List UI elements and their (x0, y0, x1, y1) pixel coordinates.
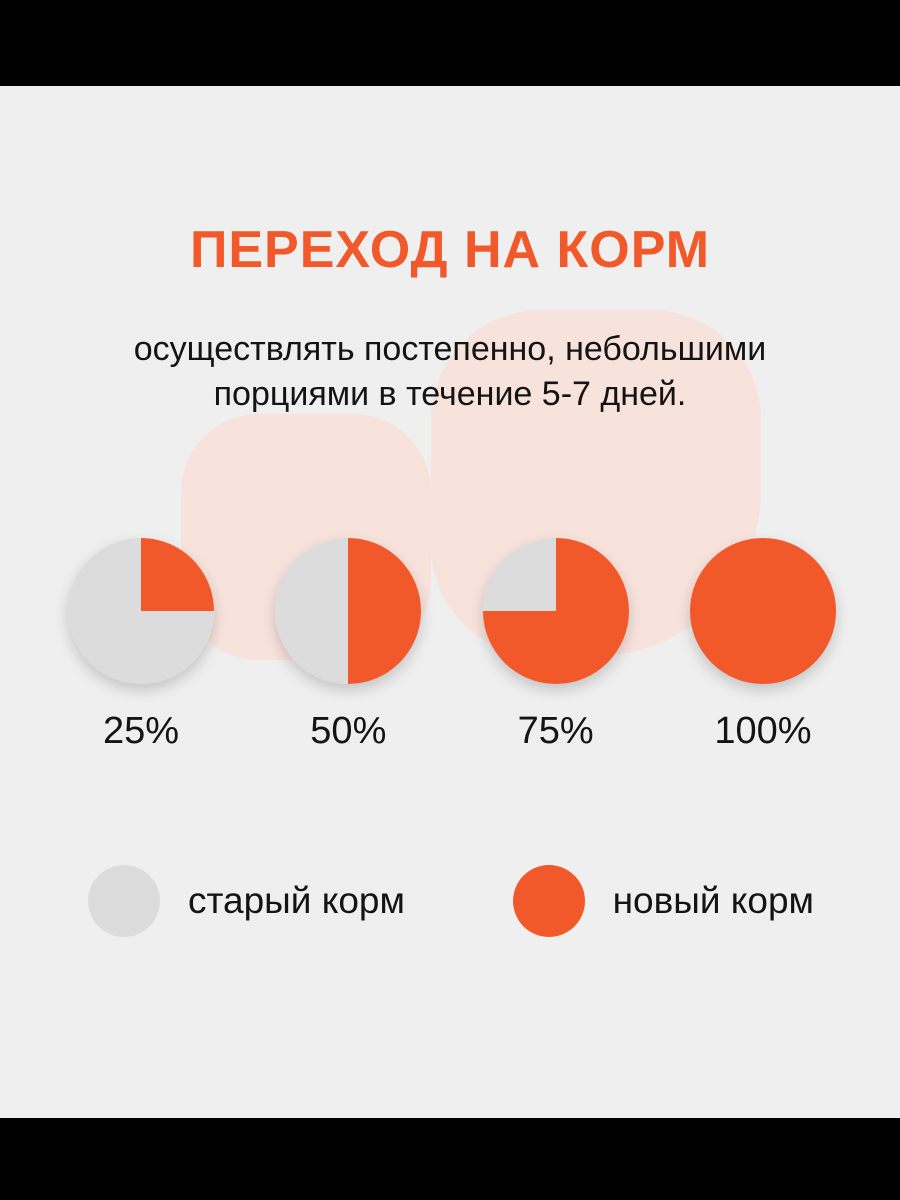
pie-item: 25% (56, 538, 226, 753)
legend-label-new-food: новый корм (612, 880, 814, 921)
pie-perc-label: 75% (517, 710, 594, 752)
pie-perc-label: 25% (102, 710, 180, 752)
pie-chart-25 (68, 538, 214, 684)
top-letterbox-bar (0, 0, 900, 86)
legend-swatch-old-food (88, 865, 160, 937)
legend-item-new-food: новый корм (512, 865, 814, 937)
legend-label-old-food: старый корм (188, 880, 405, 921)
page-title: ПЕРЕХОД НА КОРМ (189, 221, 711, 279)
pie-row: 25% 50% 75% 100% (56, 538, 848, 753)
legend-swatch-new-food (512, 865, 585, 937)
pie-item: 75% (471, 538, 641, 753)
pie-perc-label: 50% (310, 710, 387, 752)
pie-perc-label: 100% (714, 710, 812, 752)
legend-item-old-food: старый корм (88, 865, 405, 937)
pie-chart-75 (482, 538, 629, 684)
legend: старый корм новый корм (88, 865, 814, 937)
pie-chart-50 (275, 538, 422, 684)
bottom-letterbox-bar (0, 1118, 900, 1200)
pie-chart-100 (689, 538, 836, 684)
pie-item: 50% (263, 538, 433, 753)
pie-item: 100% (678, 538, 848, 753)
infographic-canvas: ПЕРЕХОД НА КОРМ осуществлять постепенно,… (0, 86, 900, 1118)
page-subtitle: осуществлять постепенно, небольшими порц… (0, 327, 900, 417)
subtitle-line-1: осуществлять постепенно, небольшими (133, 330, 767, 368)
subtitle-line-2: порциями в течение 5-7 дней. (213, 375, 687, 413)
